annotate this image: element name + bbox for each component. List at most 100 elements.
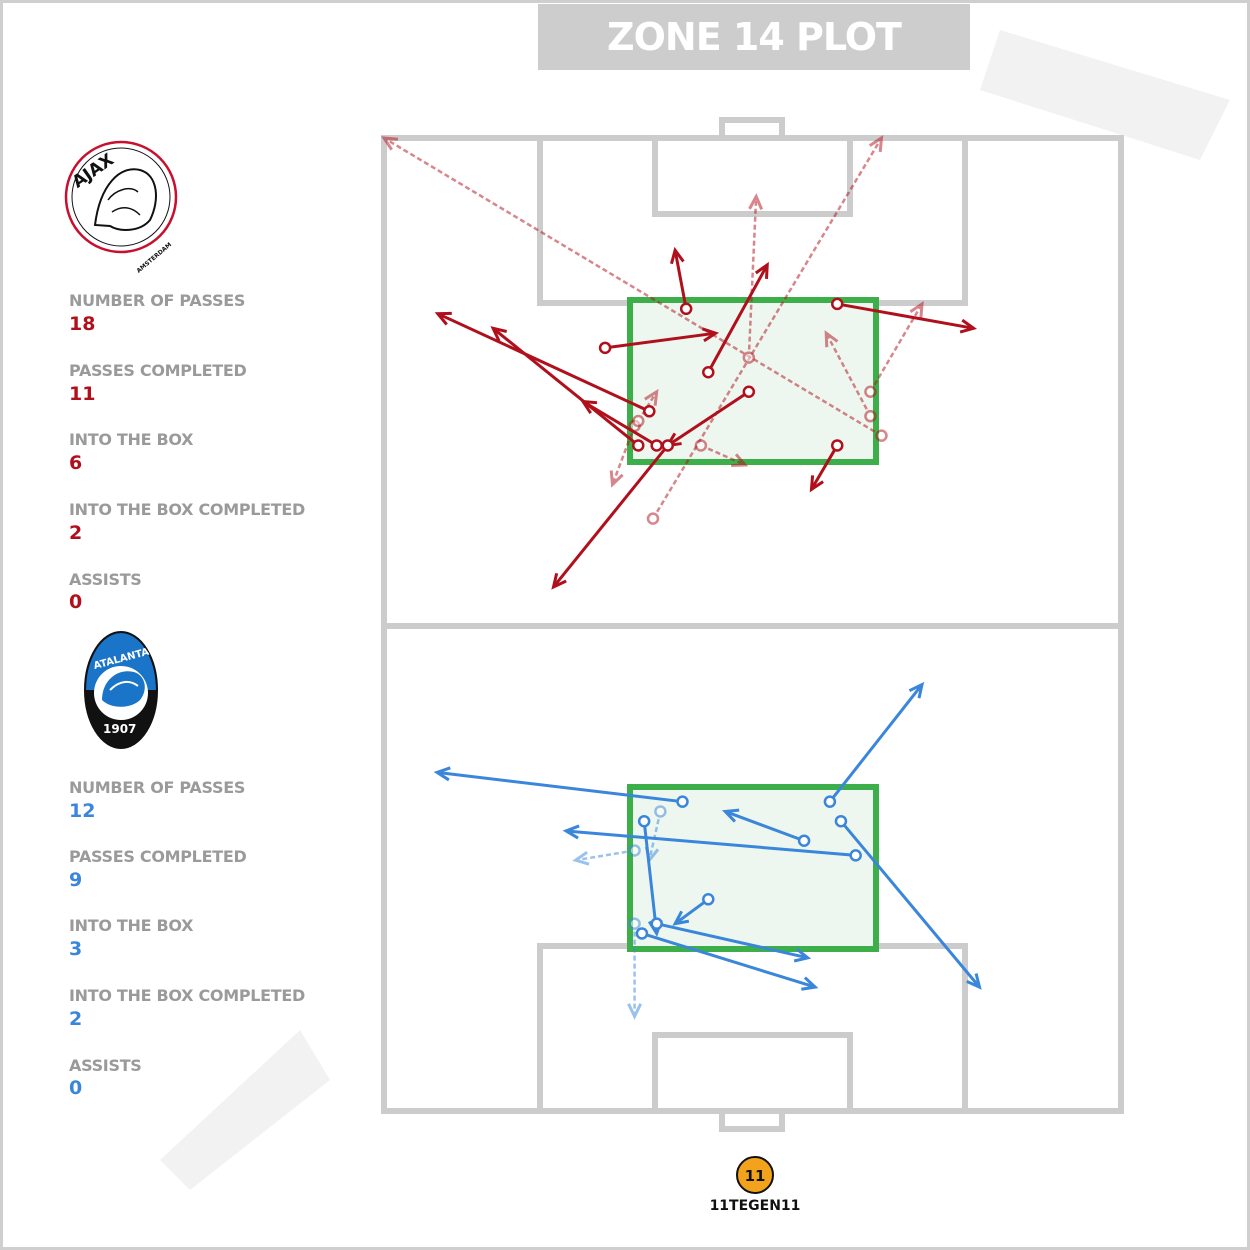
atalanta-passes-label: NUMBER OF PASSES bbox=[69, 778, 246, 797]
atalanta-pass-3 bbox=[627, 917, 643, 1020]
atalanta-pass-origin bbox=[702, 893, 715, 906]
ajax-pass-line bbox=[673, 249, 688, 310]
atalanta-pass-arrowhead bbox=[721, 808, 740, 823]
ajax-pass-arrowhead bbox=[701, 327, 720, 343]
atalanta-pass-line bbox=[641, 932, 816, 989]
ajax-pass-arrowhead bbox=[490, 326, 508, 342]
atalanta-into-box-label: INTO THE BOX bbox=[69, 916, 194, 935]
bottom-goal bbox=[719, 1108, 785, 1132]
atalanta-assists-label: ASSISTS bbox=[69, 1056, 142, 1075]
ajax-pass-origin bbox=[598, 341, 612, 355]
ajax-pass-arrowhead bbox=[551, 572, 567, 590]
ajax-pass-18 bbox=[551, 439, 674, 590]
atalanta-crest-year: 1907 bbox=[103, 722, 136, 736]
atalanta-pass-arrowhead bbox=[908, 681, 925, 699]
ajax-pass-9 bbox=[598, 327, 720, 355]
atalanta-pass-arrowhead bbox=[672, 910, 690, 926]
atalanta-pass-arrowhead bbox=[562, 824, 580, 840]
ajax-into-box-label: INTO THE BOX bbox=[69, 430, 194, 449]
atalanta-pass-line bbox=[656, 922, 809, 960]
atalanta-pass-origin bbox=[849, 849, 862, 862]
zone14-bottom bbox=[627, 784, 879, 952]
ajax-pass-12 bbox=[831, 297, 977, 334]
chart-title: ZONE 14 PLOT bbox=[607, 15, 902, 59]
atalanta-pass-line bbox=[575, 849, 635, 862]
atalanta-into-box-completed-label: INTO THE BOX COMPLETED bbox=[69, 986, 306, 1005]
atalanta-pass-origin bbox=[823, 795, 837, 808]
atalanta-pass-origin bbox=[797, 834, 811, 847]
atalanta-passes bbox=[433, 681, 982, 1020]
ajax-pass-line bbox=[666, 390, 750, 447]
ajax-pass-origin bbox=[831, 297, 844, 311]
ajax-assists-value: 0 bbox=[69, 591, 83, 613]
atalanta-pass-8 bbox=[672, 893, 715, 926]
ajax-pass-line bbox=[383, 136, 883, 437]
atalanta-pass-line bbox=[648, 811, 662, 861]
ajax-into-box-value: 6 bbox=[69, 452, 83, 474]
ajax-pass-arrowhead bbox=[959, 318, 977, 334]
ajax-pass-1 bbox=[381, 136, 888, 442]
atalanta-into-box-completed-value: 2 bbox=[69, 1008, 83, 1030]
ajax-pass-arrowhead bbox=[644, 388, 659, 406]
ajax-pass-origin bbox=[679, 302, 693, 316]
ajax-passes-label: NUMBER OF PASSES bbox=[69, 291, 246, 310]
pitch-lines bbox=[381, 117, 1124, 1132]
ajax-pass-origin bbox=[650, 439, 663, 452]
atalanta-pass-11 bbox=[635, 927, 819, 991]
title-banner: ZONE 14 PLOT bbox=[538, 4, 970, 70]
ajax-pass-origin bbox=[864, 385, 877, 399]
ajax-pass-14 bbox=[490, 326, 645, 452]
ajax-pass-2 bbox=[646, 135, 884, 525]
ajax-pass-line bbox=[611, 425, 636, 485]
ajax-pass-arrowhead bbox=[909, 300, 924, 318]
ajax-completed-value: 11 bbox=[69, 383, 96, 405]
ajax-pass-arrowhead bbox=[580, 399, 598, 415]
ajax-pass-origin bbox=[864, 409, 877, 423]
ajax-pass-line bbox=[651, 137, 883, 520]
ajax-pass-arrowhead bbox=[824, 330, 839, 348]
ajax-pass-11 bbox=[702, 261, 769, 379]
atalanta-pass-10 bbox=[650, 917, 812, 963]
ajax-pass-line bbox=[836, 302, 974, 330]
atalanta-pass-7 bbox=[562, 824, 862, 862]
ajax-pass-origin bbox=[632, 414, 645, 428]
atalanta-pass-line bbox=[642, 821, 659, 934]
ajax-pass-10 bbox=[670, 246, 693, 316]
ajax-pass-arrowhead bbox=[609, 470, 624, 488]
atalanta-pass-line bbox=[436, 770, 683, 804]
atalanta-pass-origin bbox=[628, 917, 641, 930]
atalanta-completed-value: 9 bbox=[69, 869, 83, 891]
ajax-pass-line bbox=[437, 312, 650, 413]
ajax-pass-origin bbox=[702, 365, 715, 379]
ajax-pass-3 bbox=[742, 193, 764, 364]
ajax-pass-origin bbox=[742, 351, 756, 364]
ajax-into-box-completed-value: 2 bbox=[69, 522, 83, 544]
atalanta-pass-origin bbox=[637, 814, 651, 828]
ajax-pass-arrowhead bbox=[809, 475, 824, 493]
watermark bbox=[160, 30, 1230, 1190]
ajax-pass-origin bbox=[875, 429, 888, 442]
atalanta-pass-line bbox=[839, 820, 981, 989]
atalanta-pass-arrowhead bbox=[966, 973, 982, 990]
ajax-pass-line bbox=[552, 444, 669, 588]
ajax-pass-6 bbox=[694, 439, 749, 467]
ajax-pass-arrowhead bbox=[754, 261, 769, 279]
svg-text:11: 11 bbox=[745, 1167, 766, 1185]
atalanta-assists-value: 0 bbox=[69, 1077, 83, 1099]
ajax-assists-label: ASSISTS bbox=[69, 570, 142, 589]
atalanta-pass-line bbox=[674, 898, 710, 925]
ajax-pass-arrowhead bbox=[731, 453, 749, 467]
atalanta-into-box-value: 3 bbox=[69, 938, 83, 960]
ajax-pass-origin bbox=[694, 439, 708, 452]
footer-logo-text: 11TEGEN11 bbox=[710, 1198, 801, 1214]
atalanta-passes-value: 12 bbox=[69, 800, 96, 822]
atalanta-pass-line bbox=[565, 829, 856, 857]
ajax-passes bbox=[381, 135, 977, 590]
ajax-pass-arrowhead bbox=[670, 246, 685, 265]
ajax-pass-origin bbox=[742, 385, 756, 399]
atalanta-pass-origin bbox=[654, 805, 667, 818]
atalanta-pass-origin bbox=[628, 844, 641, 857]
ajax-pass-origin bbox=[643, 405, 656, 418]
ajax-pass-17 bbox=[809, 439, 844, 493]
